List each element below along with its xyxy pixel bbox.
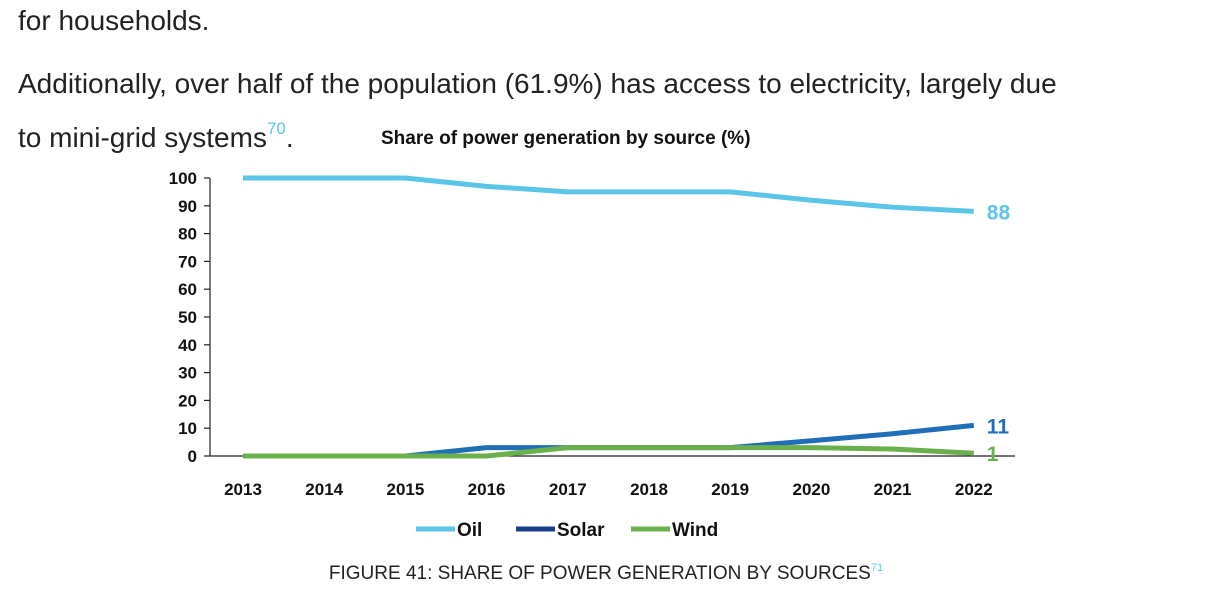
y-tick-label: 60 [178,280,197,299]
x-tick-label: 2019 [711,480,749,499]
end-label-oil: 88 [987,201,1011,224]
footnote-ref-71[interactable]: 71 [870,562,884,574]
x-tick-label: 2022 [955,480,993,499]
y-tick-label: 50 [178,308,197,327]
paragraph-line-1: for households. [18,5,210,36]
series-line-oil [243,175,974,214]
x-tick-label: 2021 [874,480,912,499]
end-label-solar: 11 [987,415,1010,438]
chart-title: Share of power generation by source (%) [381,128,751,149]
paragraph-line-3: to mini-grid systems70. [18,112,294,155]
x-tick-label: 2018 [630,480,668,499]
y-tick-label: 20 [178,391,197,410]
y-tick-label: 0 [188,447,197,466]
y-tick-label: 90 [178,197,197,216]
series-line-solar [243,422,975,459]
paragraph-line-3-text: to mini-grid systems [18,122,267,153]
legend-label-solar: Solar [557,520,605,541]
y-tick-label: 70 [178,252,197,271]
x-tick-label: 2013 [224,480,262,499]
y-tick-label: 10 [178,419,197,438]
end-label-wind: 1 [987,443,999,466]
figure-caption: FIGURE 41: SHARE OF POWER GENERATION BY … [0,562,1212,585]
y-tick-label: 40 [178,336,197,355]
x-tick-label: 2014 [305,480,343,499]
legend-label-wind: Wind [672,520,718,541]
paragraph-line-2: Additionally, over half of the populatio… [18,68,1057,99]
x-tick-label: 2020 [792,480,830,499]
y-tick-label: 30 [178,364,197,383]
legend-label-oil: Oil [457,520,482,541]
x-tick-label: 2017 [549,480,587,499]
y-tick-label: 80 [178,225,197,244]
x-tick-label: 2016 [468,480,506,499]
series-line-wind [243,445,974,459]
figure-caption-text: FIGURE 41: SHARE OF POWER GENERATION BY … [328,563,871,584]
x-tick-label: 2015 [386,480,424,499]
footnote-ref-70[interactable]: 70 [266,119,286,138]
paragraph-line-3-end: . [285,122,294,153]
y-tick-label: 100 [169,169,197,188]
